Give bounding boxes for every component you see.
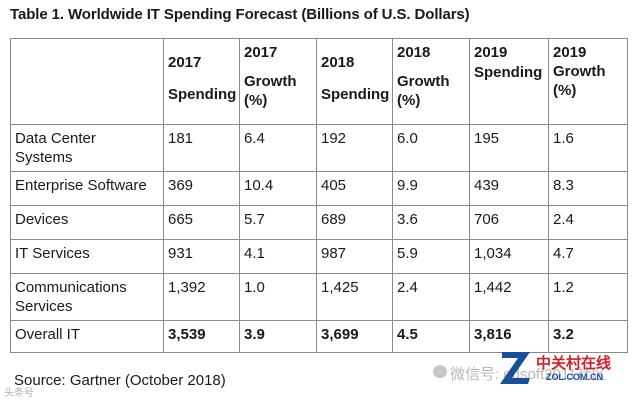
header-2019-growth: 2019 Growth (%)	[548, 38, 628, 125]
cell-2017-spending: 665	[163, 205, 240, 240]
cell-2019-growth: 2.4	[548, 205, 628, 240]
table-row: Communications Services 1,392 1.0 1,425 2…	[10, 273, 628, 321]
header-2017-spending: 2017 Spending	[163, 38, 240, 125]
source-note: Source: Gartner (October 2018)	[14, 372, 226, 389]
table-row: Enterprise Software 369 10.4 405 9.9 439…	[10, 171, 628, 206]
cell-2017-growth: 4.1	[239, 239, 317, 274]
cell-2019-spending: 439	[469, 171, 549, 206]
cell-2019-spending: 1,442	[469, 273, 549, 321]
cell-2018-spending: 192	[316, 124, 393, 172]
row-label: IT Services	[10, 239, 164, 274]
cell-2019-growth: 3.2	[548, 320, 628, 353]
logo-url: ZOL.COM.CN	[546, 372, 603, 382]
cell-2019-spending: 195	[469, 124, 549, 172]
cell-2018-spending: 1,425	[316, 273, 393, 321]
cell-2017-spending: 931	[163, 239, 240, 274]
cell-2019-growth: 1.6	[548, 124, 628, 172]
cell-2019-spending: 1,034	[469, 239, 549, 274]
watermark-wechat: 微信号: gdsoft2011社区	[450, 366, 607, 383]
cell-2018-growth: 6.0	[392, 124, 470, 172]
header-2019-spending: 2019 Spending	[469, 38, 549, 125]
row-label: Devices	[10, 205, 164, 240]
logo-text: 中关村在线	[536, 355, 612, 372]
cell-2017-growth: 10.4	[239, 171, 317, 206]
header-blank	[10, 38, 164, 125]
spending-table: 2017 Spending 2017 Growth (%) 2018 Spendi…	[10, 38, 628, 353]
header-2018-spending: 2018 Spending	[316, 38, 393, 125]
cell-2017-spending: 369	[163, 171, 240, 206]
cell-2017-spending: 1,392	[163, 273, 240, 321]
cell-2017-spending: 3,539	[163, 320, 240, 353]
cell-2018-growth: 5.9	[392, 239, 470, 274]
cell-2018-spending: 689	[316, 205, 393, 240]
cell-2018-spending: 405	[316, 171, 393, 206]
header-row: 2017 Spending 2017 Growth (%) 2018 Spendi…	[10, 38, 628, 125]
total-row: Overall IT 3,539 3.9 3,699 4.5 3,816 3.2	[10, 320, 628, 353]
cell-2017-growth: 6.4	[239, 124, 317, 172]
table-row: Devices 665 5.7 689 3.6 706 2.4	[10, 205, 628, 240]
zol-logo-icon	[500, 352, 530, 384]
cell-2018-spending: 987	[316, 239, 393, 274]
cell-2019-growth: 1.2	[548, 273, 628, 321]
cell-2019-growth: 8.3	[548, 171, 628, 206]
row-label: Overall IT	[10, 320, 164, 353]
cell-2019-spending: 706	[469, 205, 549, 240]
row-label: Communications Services	[10, 273, 164, 321]
table-title: Table 1. Worldwide IT Spending Forecast …	[10, 6, 470, 23]
cell-2017-growth: 1.0	[239, 273, 317, 321]
table-row: Data Center Systems 181 6.4 192 6.0 195 1…	[10, 124, 628, 172]
cell-2017-growth: 5.7	[239, 205, 317, 240]
watermark-left: 头条号	[4, 388, 34, 399]
cell-2019-growth: 4.7	[548, 239, 628, 274]
row-label: Data Center Systems	[10, 124, 164, 172]
cell-2018-growth: 2.4	[392, 273, 470, 321]
table-row: IT Services 931 4.1 987 5.9 1,034 4.7	[10, 239, 628, 274]
row-label: Enterprise Software	[10, 171, 164, 206]
cell-2018-growth: 3.6	[392, 205, 470, 240]
cell-2017-growth: 3.9	[239, 320, 317, 353]
cell-2018-spending: 3,699	[316, 320, 393, 353]
cell-2018-growth: 4.5	[392, 320, 470, 353]
header-2017-growth: 2017 Growth (%)	[239, 38, 317, 125]
cell-2018-growth: 9.9	[392, 171, 470, 206]
wechat-icon	[433, 365, 447, 378]
cell-2017-spending: 181	[163, 124, 240, 172]
header-2018-growth: 2018 Growth (%)	[392, 38, 470, 125]
